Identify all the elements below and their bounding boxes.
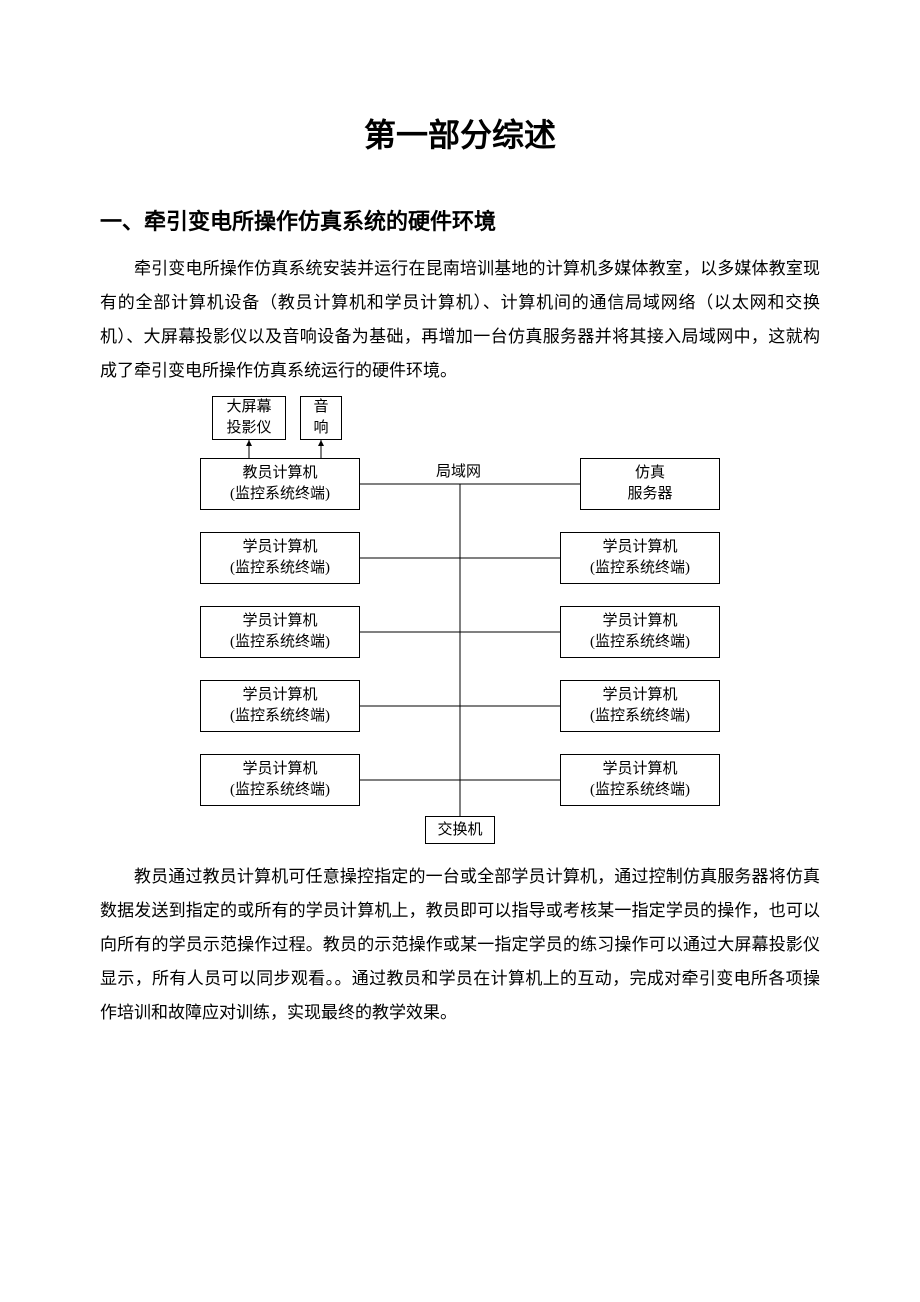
node-sublabel: (监控系统终端) <box>230 632 330 653</box>
network-diagram: 大屏幕投影仪音响教员计算机(监控系统终端)仿真服务器学员计算机(监控系统终端)学… <box>200 396 720 846</box>
diagram-node-sl4: 学员计算机(监控系统终端) <box>200 754 360 806</box>
node-label: 大屏幕 <box>226 397 271 418</box>
diagram-node-switch: 交换机 <box>425 816 495 844</box>
diagram-node-sr2: 学员计算机(监控系统终端) <box>560 606 720 658</box>
node-sublabel: (监控系统终端) <box>230 706 330 727</box>
node-label: 学员计算机 <box>602 611 677 632</box>
node-label: 学员计算机 <box>602 759 677 780</box>
document-page: 第一部分综述 一、牵引变电所操作仿真系统的硬件环境 牵引变电所操作仿真系统安装并… <box>0 0 920 1098</box>
diagram-node-sl3: 学员计算机(监控系统终端) <box>200 680 360 732</box>
diagram-node-server: 仿真服务器 <box>580 458 720 510</box>
node-sublabel: 响 <box>313 418 328 439</box>
node-label: 学员计算机 <box>242 611 317 632</box>
node-label: 仿真 <box>635 463 665 484</box>
node-sublabel: (监控系统终端) <box>230 558 330 579</box>
node-label: 学员计算机 <box>602 685 677 706</box>
node-label: 教员计算机 <box>242 463 317 484</box>
node-sublabel: 投影仪 <box>226 418 271 439</box>
node-label: 学员计算机 <box>602 537 677 558</box>
diagram-node-sr3: 学员计算机(监控系统终端) <box>560 680 720 732</box>
node-label: 音 <box>313 397 328 418</box>
network-diagram-container: 大屏幕投影仪音响教员计算机(监控系统终端)仿真服务器学员计算机(监控系统终端)学… <box>100 396 820 846</box>
page-title: 第一部分综述 <box>100 110 820 156</box>
diagram-node-projector: 大屏幕投影仪 <box>212 396 286 440</box>
node-label: 学员计算机 <box>242 537 317 558</box>
node-label: 交换机 <box>437 820 482 841</box>
diagram-node-audio: 音响 <box>300 396 342 440</box>
diagram-node-sr4: 学员计算机(监控系统终端) <box>560 754 720 806</box>
diagram-label-lan: 局域网 <box>432 460 485 481</box>
node-sublabel: 服务器 <box>627 484 672 505</box>
node-sublabel: (监控系统终端) <box>230 780 330 801</box>
diagram-node-sl1: 学员计算机(监控系统终端) <box>200 532 360 584</box>
node-label: 学员计算机 <box>242 685 317 706</box>
node-sublabel: (监控系统终端) <box>590 780 690 801</box>
diagram-node-teacher: 教员计算机(监控系统终端) <box>200 458 360 510</box>
node-sublabel: (监控系统终端) <box>590 558 690 579</box>
node-label: 学员计算机 <box>242 759 317 780</box>
diagram-node-sl2: 学员计算机(监控系统终端) <box>200 606 360 658</box>
node-sublabel: (监控系统终端) <box>590 632 690 653</box>
paragraph-2: 教员通过教员计算机可任意操控指定的一台或全部学员计算机，通过控制仿真服务器将仿真… <box>100 860 820 1030</box>
node-sublabel: (监控系统终端) <box>230 484 330 505</box>
diagram-node-sr1: 学员计算机(监控系统终端) <box>560 532 720 584</box>
paragraph-1: 牵引变电所操作仿真系统安装并运行在昆南培训基地的计算机多媒体教室，以多媒体教室现… <box>100 252 820 388</box>
node-sublabel: (监控系统终端) <box>590 706 690 727</box>
section-heading-1: 一、牵引变电所操作仿真系统的硬件环境 <box>100 204 820 236</box>
